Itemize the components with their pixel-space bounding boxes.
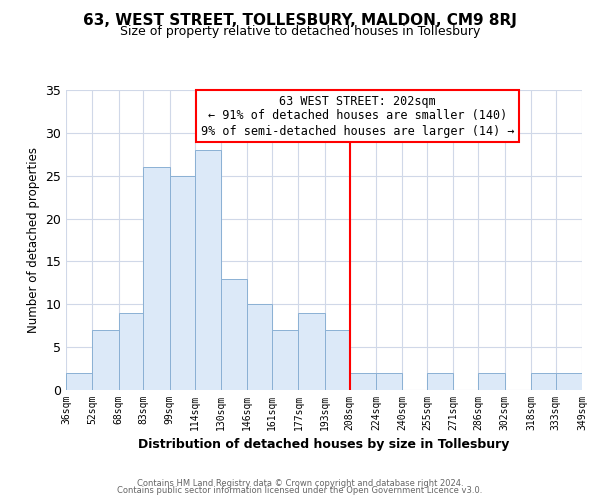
- Bar: [531, 373, 556, 390]
- Text: Contains public sector information licensed under the Open Government Licence v3: Contains public sector information licen…: [118, 486, 482, 495]
- Text: Size of property relative to detached houses in Tollesbury: Size of property relative to detached ho…: [120, 25, 480, 38]
- Bar: [66, 373, 92, 390]
- Bar: [478, 373, 505, 390]
- Bar: [427, 373, 454, 390]
- Bar: [272, 330, 298, 390]
- Bar: [376, 373, 403, 390]
- Bar: [221, 278, 247, 390]
- X-axis label: Distribution of detached houses by size in Tollesbury: Distribution of detached houses by size …: [139, 438, 509, 452]
- Text: Contains HM Land Registry data © Crown copyright and database right 2024.: Contains HM Land Registry data © Crown c…: [137, 478, 463, 488]
- Bar: [556, 373, 582, 390]
- Bar: [170, 176, 194, 390]
- Text: 63 WEST STREET: 202sqm
← 91% of detached houses are smaller (140)
9% of semi-det: 63 WEST STREET: 202sqm ← 91% of detached…: [201, 94, 514, 138]
- Bar: [350, 373, 376, 390]
- Bar: [194, 150, 221, 390]
- Bar: [92, 330, 119, 390]
- Bar: [143, 167, 170, 390]
- Bar: [325, 330, 350, 390]
- Bar: [119, 313, 143, 390]
- Y-axis label: Number of detached properties: Number of detached properties: [27, 147, 40, 333]
- Bar: [247, 304, 272, 390]
- Bar: [298, 313, 325, 390]
- Text: 63, WEST STREET, TOLLESBURY, MALDON, CM9 8RJ: 63, WEST STREET, TOLLESBURY, MALDON, CM9…: [83, 12, 517, 28]
